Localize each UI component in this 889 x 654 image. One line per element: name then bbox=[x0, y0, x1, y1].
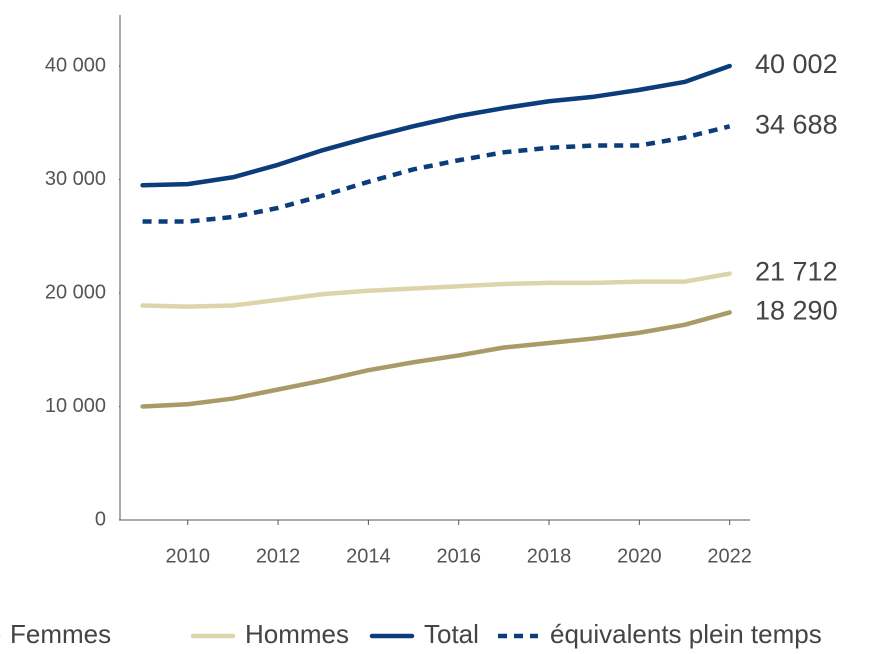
data-label: 21 712 bbox=[755, 257, 838, 287]
y-tick-label: 40 000 bbox=[45, 54, 106, 76]
legend-label: équivalents plein temps bbox=[550, 619, 822, 649]
x-tick-label: 2016 bbox=[436, 545, 481, 567]
y-tick-label: 0 bbox=[95, 508, 106, 530]
series-line bbox=[140, 63, 732, 188]
x-tick-label: 2022 bbox=[707, 545, 752, 567]
data-label: 34 688 bbox=[755, 109, 838, 139]
y-tick-label: 30 000 bbox=[45, 168, 106, 190]
series-line bbox=[140, 310, 732, 409]
data-label: 18 290 bbox=[755, 296, 838, 326]
y-tick-label: 20 000 bbox=[45, 281, 106, 303]
legend-label: Total bbox=[424, 619, 479, 649]
x-tick-label: 2014 bbox=[346, 545, 391, 567]
legend-label: Hommes bbox=[245, 619, 349, 649]
x-tick-label: 2020 bbox=[617, 545, 662, 567]
series-line bbox=[142, 124, 731, 224]
legend-label: Femmes bbox=[10, 619, 111, 649]
x-tick-label: 2010 bbox=[165, 545, 210, 567]
x-tick-label: 2018 bbox=[527, 545, 572, 567]
data-label: 40 002 bbox=[755, 49, 838, 79]
y-tick-label: 10 000 bbox=[45, 395, 106, 417]
x-tick-label: 2012 bbox=[256, 545, 301, 567]
series-line bbox=[140, 271, 732, 309]
